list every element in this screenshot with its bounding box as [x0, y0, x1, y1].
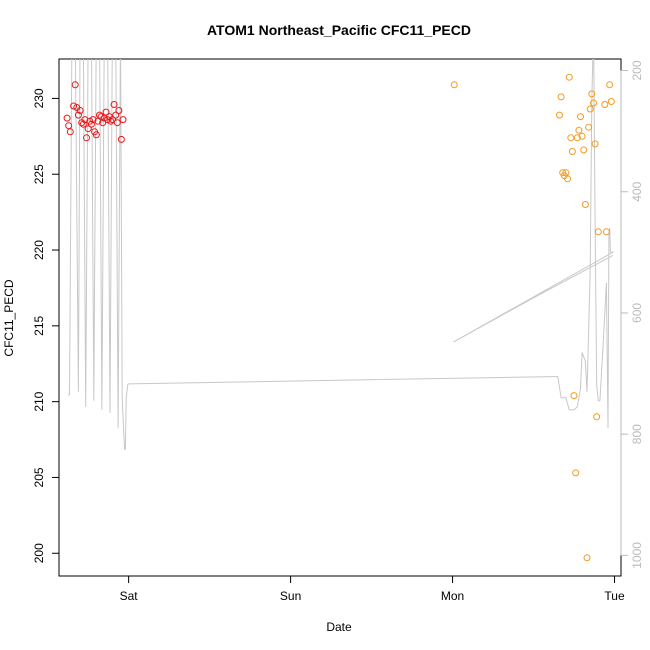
y-tick-label: 205 — [32, 467, 46, 487]
data-point — [92, 131, 100, 139]
data-point — [87, 120, 95, 128]
plot-frame — [58, 58, 622, 577]
data-point — [601, 101, 609, 108]
data-point — [607, 98, 615, 105]
data-point — [70, 102, 78, 110]
data-point — [102, 108, 110, 116]
data-point — [568, 148, 576, 155]
data-point — [65, 122, 73, 130]
data-point — [581, 201, 589, 208]
y2-tick-label: 1000 — [630, 542, 644, 569]
data-point — [79, 120, 87, 128]
y-tick-label: 230 — [32, 88, 46, 108]
data-point — [74, 111, 82, 119]
data-point — [590, 99, 597, 107]
data-point — [81, 116, 89, 124]
data-point — [556, 111, 563, 119]
data-point — [585, 123, 593, 131]
x-tick-label: Sun — [280, 589, 301, 603]
data-point — [594, 228, 602, 236]
data-point — [586, 105, 594, 113]
data-point — [591, 140, 599, 148]
data-point — [89, 116, 97, 124]
data-point — [577, 113, 584, 121]
data-point — [593, 413, 601, 421]
data-point — [583, 554, 591, 562]
y-tick-label: 200 — [32, 543, 46, 563]
data-point — [564, 175, 572, 183]
data-point — [567, 134, 575, 142]
data-point — [562, 169, 570, 177]
data-point — [117, 135, 125, 143]
data-point — [76, 107, 84, 114]
y2-tick-label: 600 — [630, 303, 644, 323]
data-point — [119, 116, 127, 124]
x-tick-label: Tue — [604, 589, 625, 603]
y2-tick-label: 200 — [630, 60, 644, 80]
data-point — [575, 126, 583, 134]
chart-title: ATOM1 Northeast_Pacific CFC11_PECD — [207, 22, 471, 38]
data-point — [450, 81, 458, 89]
data-point — [112, 111, 120, 119]
data-point — [66, 128, 74, 136]
data-point — [83, 134, 90, 142]
x-tick-label: Sat — [120, 589, 139, 603]
x-axis-label: Date — [326, 620, 352, 634]
y2-tick-label: 400 — [630, 181, 644, 201]
x-axis: Sat Sun Mon Tue — [120, 575, 625, 603]
data-point — [107, 117, 115, 125]
data-point — [108, 116, 116, 124]
data-point — [565, 73, 573, 81]
y-tick-label: 225 — [32, 164, 46, 184]
data-point — [84, 125, 92, 133]
secondary-y-axis: 200 400 600 800 1000 — [620, 60, 644, 569]
data-point — [573, 134, 581, 142]
pressure-line-layer — [67, 59, 615, 450]
data-point — [606, 81, 614, 89]
y-axis-label: CFC11_PECD — [2, 279, 16, 356]
data-point — [572, 469, 580, 477]
data-point — [113, 119, 121, 127]
y-tick-label: 210 — [32, 391, 46, 411]
data-point — [115, 107, 123, 114]
y2-tick-label: 800 — [630, 424, 644, 444]
y-tick-label: 220 — [32, 240, 46, 260]
y-tick-label: 215 — [32, 316, 46, 336]
data-point — [570, 392, 578, 400]
data-point — [110, 101, 118, 108]
points-layer — [63, 73, 615, 562]
data-point — [588, 90, 596, 98]
x-tick-label: Mon — [441, 589, 464, 603]
data-point — [63, 114, 71, 122]
data-point — [580, 146, 588, 154]
data-point — [557, 93, 565, 101]
data-point — [99, 119, 107, 127]
data-point — [578, 132, 586, 140]
data-point — [602, 228, 610, 236]
pressure-line — [67, 59, 615, 450]
data-point — [71, 81, 79, 89]
y-axis: 200 205 210 215 220 225 230 — [32, 88, 60, 563]
